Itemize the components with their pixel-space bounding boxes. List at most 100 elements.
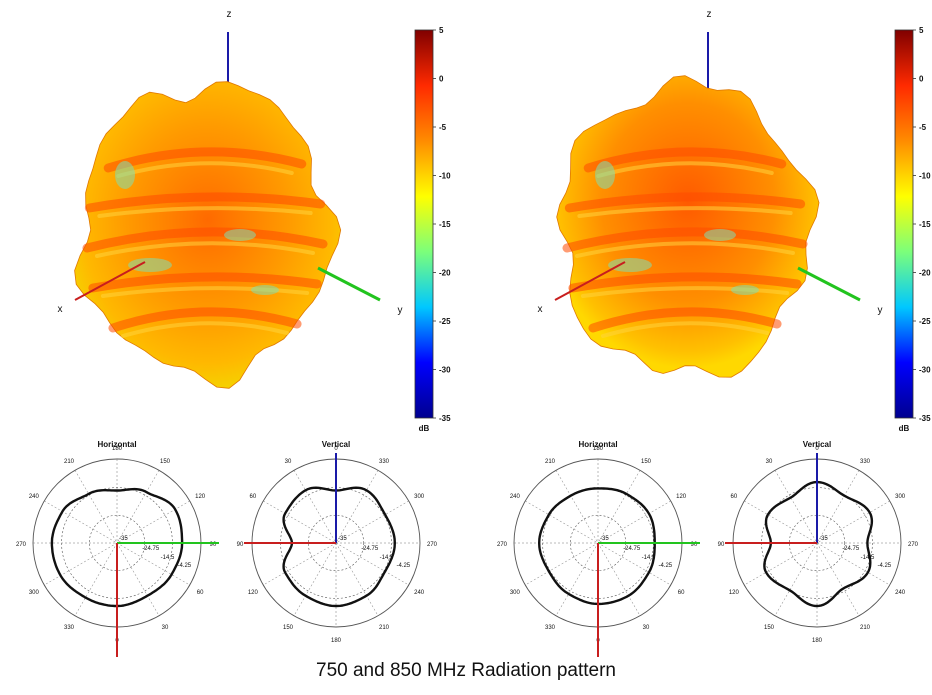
polar-angle-label: 30 [162,625,169,631]
polar-radial-label: -24.75 [623,546,641,552]
colorbar-tick-label: -5 [919,123,927,132]
low-gain-patch [731,285,759,295]
z-axis-label: z [707,9,712,20]
figure-caption: 750 and 850 MHz Radiation pattern [316,660,616,681]
polar-radial-label: -4.25 [177,563,191,569]
colorbar-tick-label: -10 [439,172,451,181]
polar-radial-label: -14.5 [380,555,394,561]
polar-angle-label: 60 [197,590,204,596]
polar-angle-label: 210 [379,625,390,631]
radiation-surface [556,75,820,378]
surface-highlight [97,206,313,218]
polar-radial-label: -4.25 [658,563,672,569]
surface-highlight [600,321,770,338]
polar-angle-label: 120 [248,590,259,596]
polar-angle-label: 240 [895,590,906,596]
polar-angle-label: 150 [160,459,171,465]
polar-radial-label: -14.5 [861,555,875,561]
surface-ridge [568,272,802,293]
surface-ridge [88,272,322,293]
colorbar-tick-label: -15 [919,220,931,229]
surface-highlight [577,206,793,218]
polar-angle-label: 240 [414,590,425,596]
colorbar-tick-label: -35 [439,414,451,423]
surface-highlight [596,161,774,178]
colorbar-tick-label: -30 [919,366,931,375]
polar-radial-label: -24.75 [361,546,379,552]
surface-highlight [95,241,315,258]
x-axis-label: x [538,304,543,315]
polar-radial-label: -35 [600,536,609,542]
polar-grid-ring [788,514,846,572]
polar-angle-label: 30 [285,459,292,465]
surface-highlight [120,321,290,338]
y-axis-line [317,266,381,302]
y-axis-label: y [398,305,403,316]
y-axis-line [797,266,861,302]
surface-ridge [82,227,328,253]
colorbar-tick-label: -10 [919,172,931,181]
polar-radial-label: -4.25 [396,563,410,569]
colorbar-tick-label: 0 [919,75,924,84]
low-gain-patch [595,161,615,189]
low-gain-patch [608,258,652,272]
colorbar-tick-label: -30 [439,366,451,375]
polar-angle-label: 270 [427,542,438,548]
surface-ridge [108,307,302,333]
polar-angle-label: 240 [29,494,40,500]
low-gain-patch [128,258,172,272]
colorbar-unit-label: dB [419,424,430,433]
low-gain-patch [115,161,135,189]
polar-angle-label: 330 [379,459,390,465]
polar-radial-label: -24.75 [142,546,160,552]
polar-angle-label: 150 [764,625,775,631]
colorbar-tick-label: 0 [439,75,444,84]
polar-title: Vertical [803,440,831,449]
polar-angle-label: 270 [16,542,27,548]
x-axis-line [554,261,626,301]
x-axis-label: x [58,304,63,315]
polar-radial-label: -14.5 [642,555,656,561]
low-gain-patch [224,229,256,241]
polar-angle-label: 60 [250,494,257,500]
polar-plot-horizontal: Horizontal180150120906030033030027024021… [16,440,219,657]
radiation-3d-plot: z x y [58,9,403,389]
polar-angle-label: 120 [195,494,206,500]
surface-ridge [103,147,307,173]
polar-angle-label: 210 [860,625,871,631]
polar-angle-label: 330 [545,625,556,631]
low-gain-patch [251,285,279,295]
polar-angle-label: 330 [860,459,871,465]
x-axis-line [74,261,146,301]
colorbar-gradient [894,29,914,419]
polar-angle-label: 90 [718,542,725,548]
polar-angle-label: 180 [593,446,604,452]
colorbar-tick-label: -25 [919,317,931,326]
polar-angle-label: 90 [691,542,698,548]
polar-radial-label: -35 [338,536,347,542]
polar-angle-label: 0 [334,446,338,452]
pattern-curve [763,480,874,608]
polar-angle-label: 300 [29,590,40,596]
polar-radial-label: -35 [819,536,828,542]
surface-ridge [564,192,806,213]
polar-angle-label: 270 [497,542,508,548]
polar-angle-label: 150 [641,459,652,465]
surface-ridge [588,307,782,333]
polar-angle-label: 210 [64,459,75,465]
colorbar-tick-label: -15 [439,220,451,229]
polar-angle-label: 150 [283,625,294,631]
polar-angle-label: 330 [64,625,75,631]
colorbar-unit-label: dB [899,424,910,433]
polar-angle-label: 120 [729,590,740,596]
polar-angle-label: 60 [731,494,738,500]
polar-angle-label: 120 [676,494,687,500]
surface-ridge [583,147,787,173]
z-axis-label: z [227,9,232,20]
polar-angle-label: 0 [815,446,819,452]
colorbar-tick-label: -20 [439,269,451,278]
polar-angle-label: 270 [908,542,919,548]
colorbar-tick-label: -20 [919,269,931,278]
polar-title: Vertical [322,440,350,449]
